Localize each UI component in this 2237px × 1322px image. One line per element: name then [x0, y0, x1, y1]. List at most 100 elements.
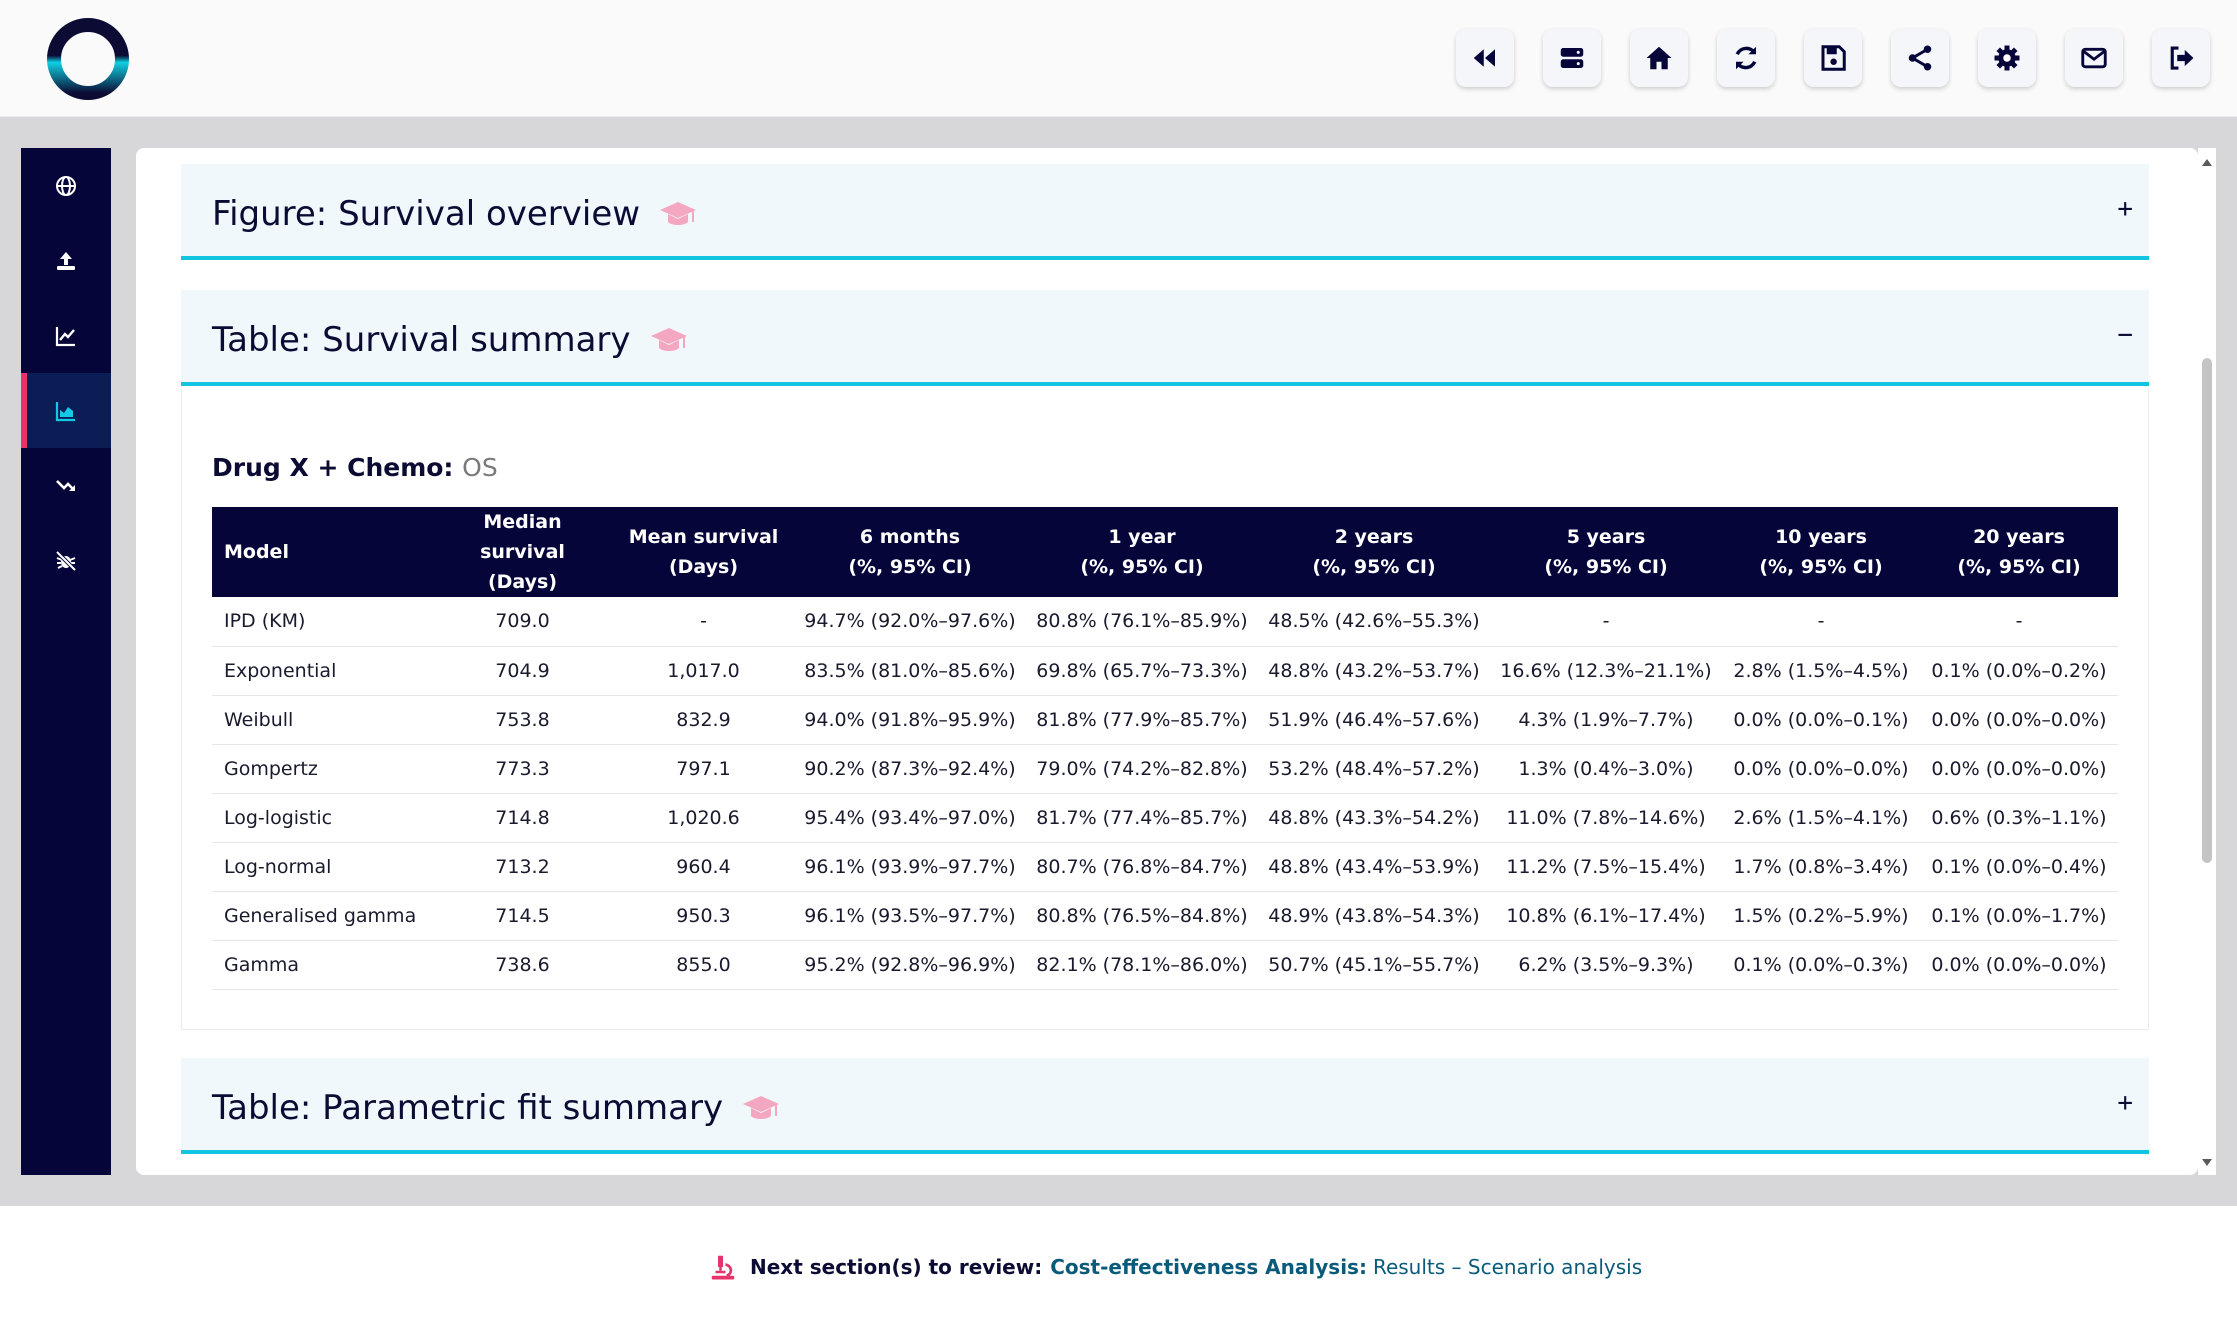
- table-cell: 738.6: [432, 940, 613, 990]
- settings-button[interactable]: [1978, 29, 2036, 87]
- bug-icon: [55, 550, 77, 571]
- table-cell: 80.8% (76.5%–84.8%): [1026, 891, 1258, 941]
- graduation-cap-icon[interactable]: [658, 198, 698, 230]
- header-subtext: (%, 95% CI): [1544, 556, 1668, 578]
- header-subtext: (Days): [668, 556, 739, 578]
- column-header-2-years[interactable]: 2 years (%, 95% CI): [1258, 507, 1490, 597]
- toolbar: [1456, 29, 2210, 87]
- table-cell: 704.9: [432, 646, 613, 696]
- table-cell-model: Log-logistic: [212, 793, 432, 843]
- app-logo[interactable]: [43, 16, 133, 102]
- line-chart-icon: [55, 326, 75, 346]
- refresh-icon: [1735, 46, 1757, 70]
- table-cell: 960.4: [613, 842, 794, 892]
- graduation-cap-icon[interactable]: [741, 1092, 781, 1124]
- sidebar-item-survival[interactable]: [21, 373, 111, 448]
- table-cell: 855.0: [613, 940, 794, 990]
- graduation-cap-icon[interactable]: [649, 324, 689, 356]
- section-table-parametric-fit-summary[interactable]: Table: Parametric fit summary +: [181, 1058, 2149, 1154]
- column-header-1-year[interactable]: 1 year (%, 95% CI): [1026, 507, 1258, 597]
- server-icon: [1560, 48, 1584, 68]
- save-icon: [1821, 45, 1846, 71]
- table-cell: 94.7% (92.0%–97.6%): [794, 597, 1026, 647]
- sidebar-item-line-chart[interactable]: [21, 298, 111, 373]
- main-scrollbar[interactable]: [2198, 148, 2216, 1175]
- section-table-survival-summary[interactable]: Table: Survival summary −: [181, 290, 2149, 386]
- table-cell: 0.0% (0.0%–0.0%): [1920, 695, 2118, 745]
- column-header-5-years[interactable]: 5 years (%, 95% CI): [1490, 507, 1722, 597]
- header-text: Mean survival: [628, 526, 779, 548]
- header-text: Model: [224, 541, 289, 563]
- save-button[interactable]: [1804, 29, 1862, 87]
- logout-icon: [2170, 46, 2194, 70]
- next-section-link[interactable]: Cost-effectiveness Analysis:: [1050, 1255, 1367, 1279]
- sidebar-item-upload[interactable]: [21, 223, 111, 298]
- column-header-model[interactable]: Model: [212, 507, 432, 597]
- column-header-20-years[interactable]: 20 years (%, 95% CI): [1920, 507, 2118, 597]
- table-cell: 48.8% (43.2%–53.7%): [1258, 646, 1490, 696]
- expand-toggle[interactable]: +: [2117, 194, 2133, 224]
- table-row: Exponential 704.9 1,017.0 83.5% (81.0%–8…: [212, 646, 2118, 696]
- sidebar-item-global[interactable]: [21, 148, 111, 223]
- sidebar-item-trend[interactable]: [21, 448, 111, 523]
- table-cell: 48.8% (43.4%–53.9%): [1258, 842, 1490, 892]
- treatment-label: Drug X + Chemo:: [212, 453, 454, 482]
- table-row: Log-normal 713.2 960.4 96.1% (93.9%–97.7…: [212, 842, 2118, 892]
- table-header-row: Model Median survival (Days) Mean surviva…: [212, 507, 2118, 597]
- share-button[interactable]: [1891, 29, 1949, 87]
- home-button[interactable]: [1630, 29, 1688, 87]
- scroll-down-arrow[interactable]: [2202, 1159, 2212, 1166]
- table-cell: 773.3: [432, 744, 613, 794]
- upload-icon: [57, 251, 75, 270]
- endpoint-label: OS: [462, 453, 498, 482]
- table-cell: 950.3: [613, 891, 794, 941]
- gear-icon: [1994, 45, 2020, 71]
- table-cell-model: IPD (KM): [212, 597, 432, 647]
- column-header-10-years[interactable]: 10 years (%, 95% CI): [1722, 507, 1920, 597]
- table-cell: 797.1: [613, 744, 794, 794]
- table-cell: 6.2% (3.5%–9.3%): [1490, 940, 1722, 990]
- main-panel: Figure: Survival overview + Table: Survi…: [136, 148, 2198, 1175]
- header-subtext: (%, 95% CI): [1312, 556, 1436, 578]
- expand-toggle[interactable]: +: [2117, 1088, 2133, 1118]
- next-page-link[interactable]: Results – Scenario analysis: [1372, 1255, 1643, 1279]
- column-header-6-months[interactable]: 6 months (%, 95% CI): [794, 507, 1026, 597]
- home-icon: [1646, 46, 1672, 70]
- table-cell: 0.1% (0.0%–1.7%): [1920, 891, 2118, 941]
- mail-button[interactable]: [2065, 29, 2123, 87]
- table-cell: 81.7% (77.4%–85.7%): [1026, 793, 1258, 843]
- table-cell: 51.9% (46.4%–57.6%): [1258, 695, 1490, 745]
- server-button[interactable]: [1543, 29, 1601, 87]
- column-header-median[interactable]: Median survival (Days): [432, 507, 613, 597]
- table-row: Gompertz 773.3 797.1 90.2% (87.3%–92.4%)…: [212, 744, 2118, 794]
- refresh-button[interactable]: [1717, 29, 1775, 87]
- table-cell: 714.5: [432, 891, 613, 941]
- header-text: 1 year: [1108, 526, 1176, 548]
- table-cell: 0.1% (0.0%–0.3%): [1722, 940, 1920, 990]
- scroll-thumb[interactable]: [2202, 358, 2212, 863]
- section-figure-survival-overview[interactable]: Figure: Survival overview +: [181, 164, 2149, 260]
- globe-icon: [56, 175, 76, 196]
- header-subtext: (%, 95% CI): [848, 556, 972, 578]
- logout-button[interactable]: [2152, 29, 2210, 87]
- table-cell: 714.8: [432, 793, 613, 843]
- table-cell-model: Log-normal: [212, 842, 432, 892]
- table-cell: 95.2% (92.8%–96.9%): [794, 940, 1026, 990]
- scroll-up-arrow[interactable]: [2202, 159, 2212, 166]
- table-cell: 96.1% (93.5%–97.7%): [794, 891, 1026, 941]
- table-cell: -: [1920, 597, 2118, 647]
- column-header-mean[interactable]: Mean survival (Days): [613, 507, 794, 597]
- table-cell: 80.7% (76.8%–84.7%): [1026, 842, 1258, 892]
- table-cell: 0.0% (0.0%–0.1%): [1722, 695, 1920, 745]
- table-cell: 82.1% (78.1%–86.0%): [1026, 940, 1258, 990]
- table-cell-model: Gompertz: [212, 744, 432, 794]
- sidebar-item-debug[interactable]: [21, 523, 111, 598]
- table-cell: 48.5% (42.6%–55.3%): [1258, 597, 1490, 647]
- table-row: Weibull 753.8 832.9 94.0% (91.8%–95.9%) …: [212, 695, 2118, 745]
- rewind-button[interactable]: [1456, 29, 1514, 87]
- table-cell: 0.0% (0.0%–0.0%): [1920, 744, 2118, 794]
- table-cell: 1.5% (0.2%–5.9%): [1722, 891, 1920, 941]
- collapse-toggle[interactable]: −: [2117, 320, 2133, 350]
- table-cell: 709.0: [432, 597, 613, 647]
- footer: Next section(s) to review: Cost-effectiv…: [0, 1206, 2237, 1322]
